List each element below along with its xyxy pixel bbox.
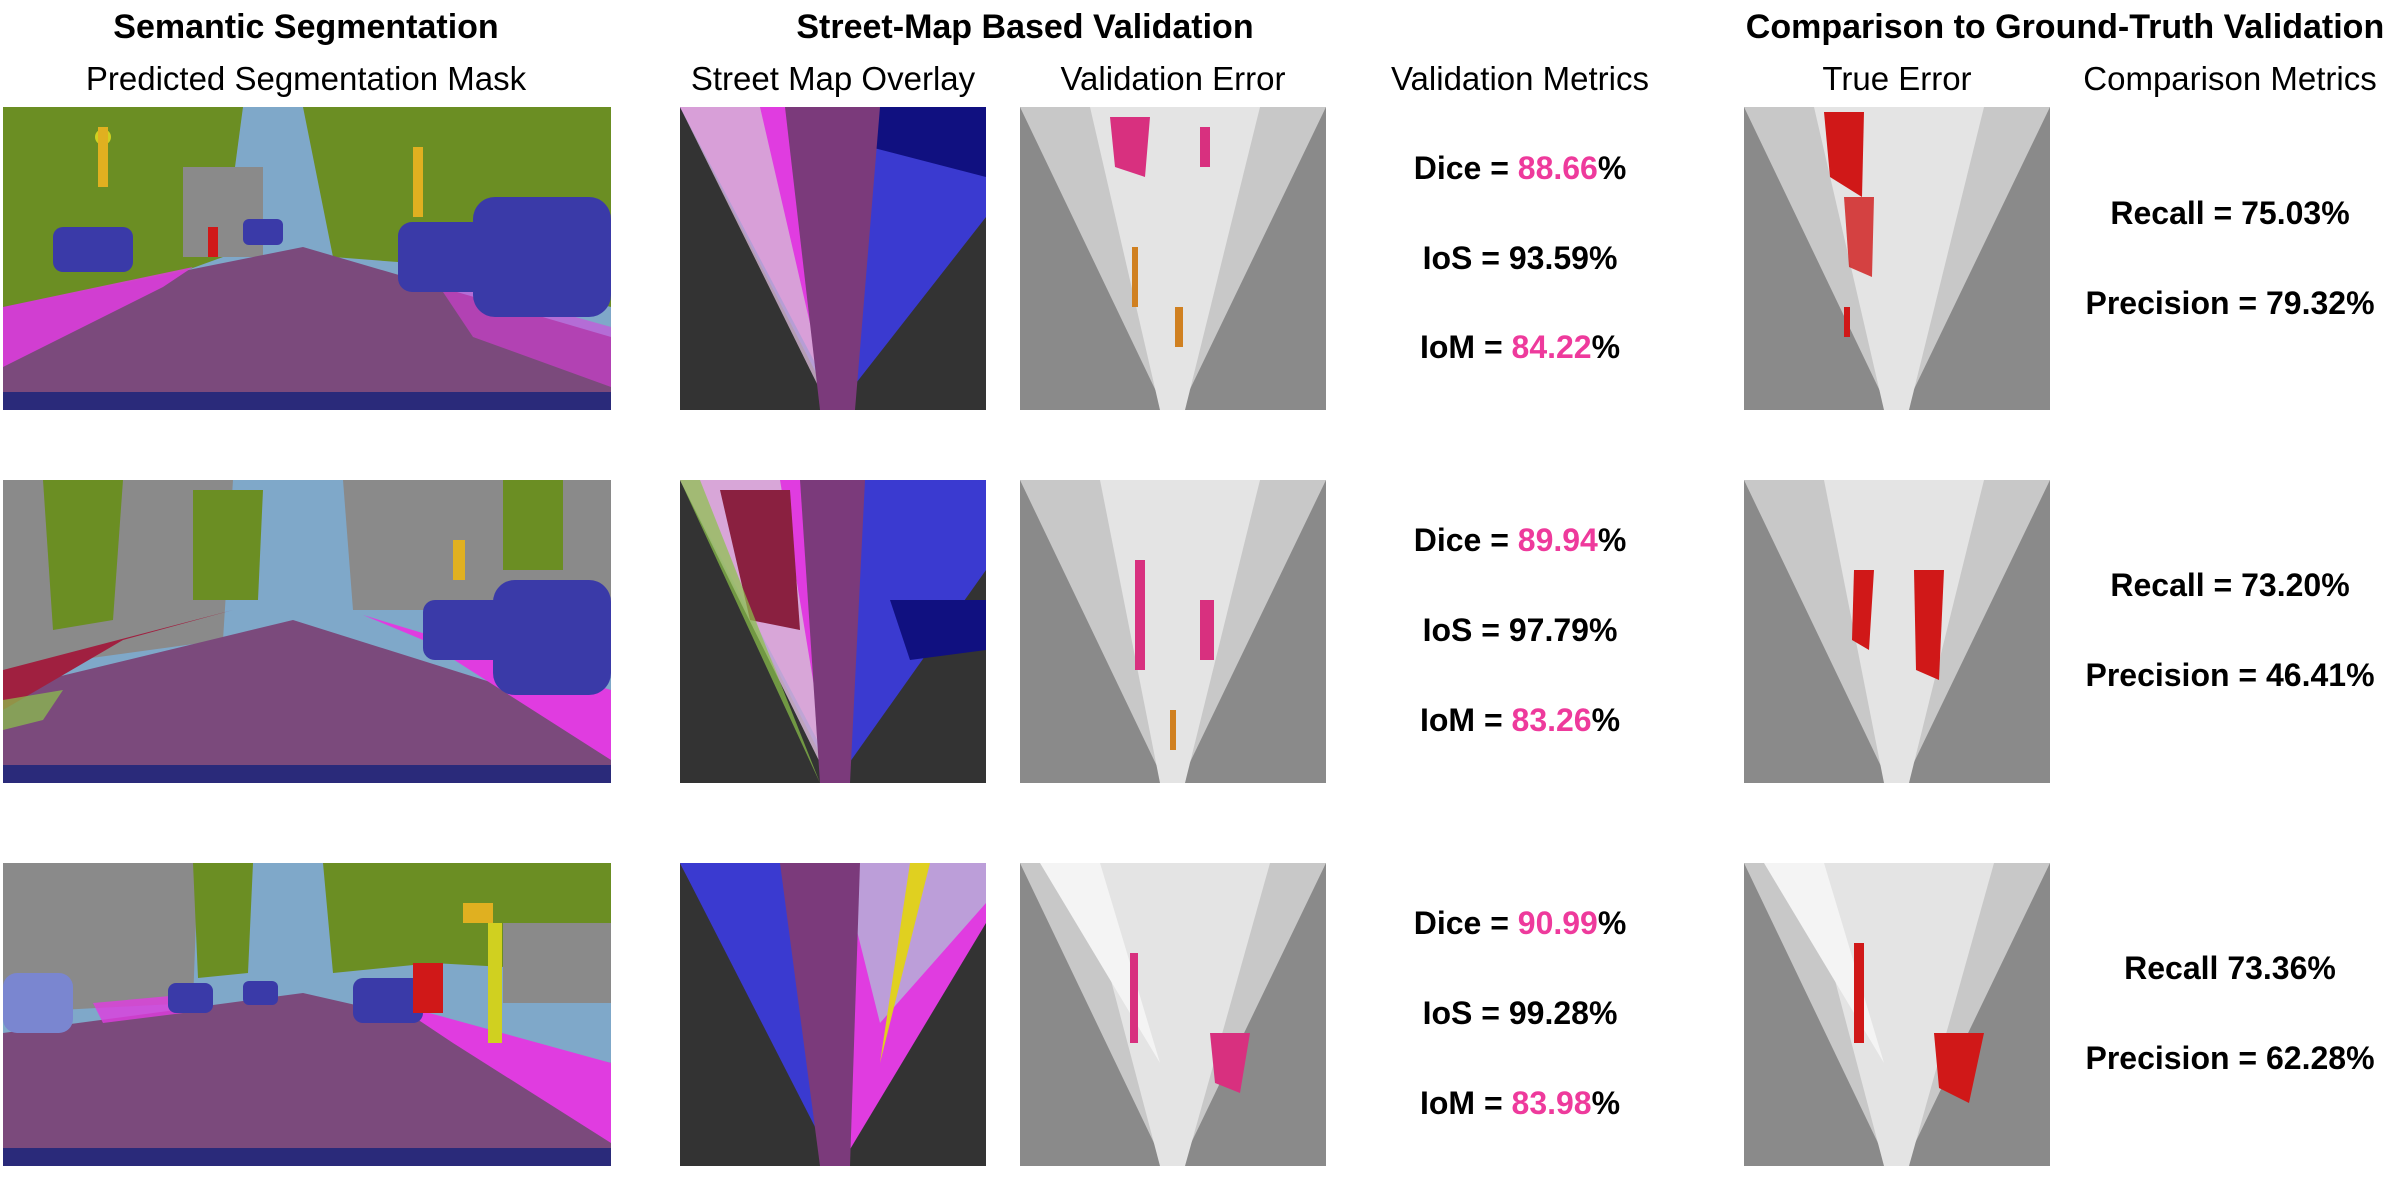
ios-metric-row-1: IoS = 93.59% [1422,240,1618,276]
column-title-validation-metrics: Validation Metrics [1391,60,1649,97]
ios-metric-row-2: IoS = 97.79% [1422,612,1618,648]
street-map-overlay-row-2 [680,480,986,783]
column-title-comparison-metrics: Comparison Metrics [2083,60,2377,97]
dice-metric-row-2: Dice = 89.94% [1413,522,1627,558]
recall-metric-row-3: Recall 73.36% [2124,950,2336,986]
segmentation-image-row-2 [3,480,611,783]
validation-error-row-2 [1020,480,1326,783]
ios-metric-row-3: IoS = 99.28% [1422,995,1618,1031]
recall-metric-row-2: Recall = 73.20% [2110,567,2350,603]
column-title-predicted-mask: Predicted Segmentation Mask [85,60,527,97]
street-map-overlay-row-3 [680,863,986,1166]
section-title-segmentation: Semantic Segmentation [113,8,499,46]
segmentation-image-row-1 [3,107,611,410]
section-title-street-map: Street-Map Based Validation [796,8,1254,46]
column-title-street-map-overlay: Street Map Overlay [690,60,976,97]
column-title-validation-error: Validation Error [1060,60,1286,97]
precision-metric-row-2: Precision = 46.41% [2085,657,2375,693]
precision-metric-row-1: Precision = 79.32% [2085,285,2375,321]
column-title-true-error: True Error [1822,60,1972,97]
dice-metric-row-3: Dice = 90.99% [1413,905,1627,941]
precision-metric-row-3: Precision = 62.28% [2085,1040,2375,1076]
true-error-row-2 [1744,480,2050,783]
recall-metric-row-1: Recall = 75.03% [2110,195,2350,231]
street-map-overlay-row-1 [680,107,986,410]
true-error-row-1 [1744,107,2050,410]
iom-metric-row-1: IoM = 84.22% [1419,329,1621,365]
validation-error-row-1 [1020,107,1326,410]
iom-metric-row-2: IoM = 83.26% [1419,702,1621,738]
segmentation-image-row-3 [3,863,611,1166]
true-error-row-3 [1744,863,2050,1166]
validation-error-row-3 [1020,863,1326,1166]
iom-metric-row-3: IoM = 83.98% [1419,1085,1621,1121]
dice-metric-row-1: Dice = 88.66% [1413,150,1627,186]
section-title-comparison: Comparison to Ground-Truth Validation [1745,8,2385,46]
